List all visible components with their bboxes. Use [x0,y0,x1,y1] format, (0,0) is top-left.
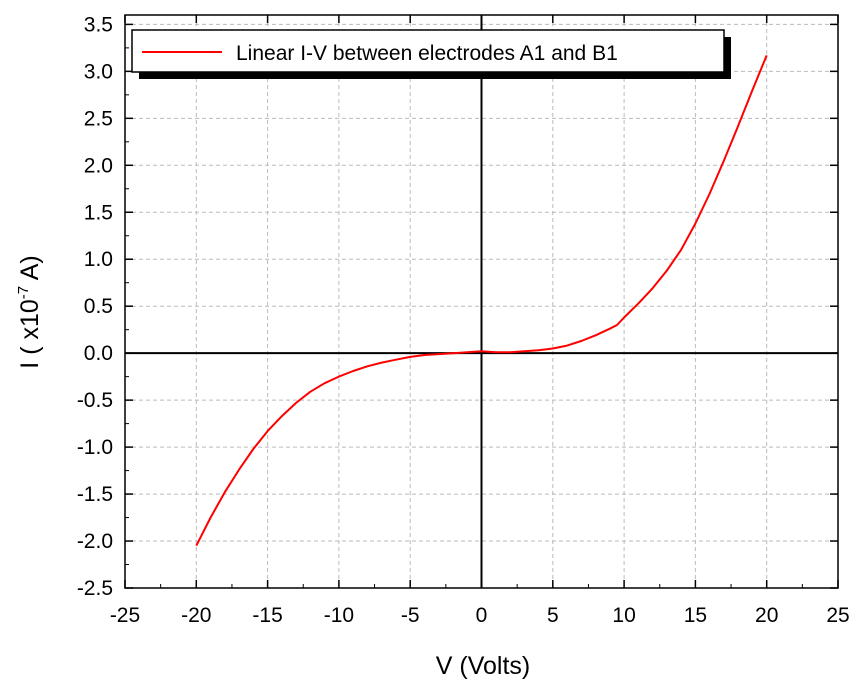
legend-box [131,29,725,73]
y-axis-title-suffix: A) [16,255,44,286]
x-axis-title: V (Volts) [436,652,530,680]
y-axis-title-prefix: I ( x10 [16,299,44,368]
x-tick-labels: -25 -20 -15 -10 -5 0 5 10 15 20 25 [110,604,850,627]
y-tick-labels: -2.5 -2.0 -1.5 -1.0 -0.5 0.0 0.5 1.0 1.5 2.0 2.5 3.… [77,13,113,600]
tick-marks [124,15,839,589]
y-tick-label: 1.5 [84,201,113,224]
x-tick-label: -25 [110,604,140,627]
y-tick-label: 1.0 [84,248,113,271]
y-tick-label: -1.5 [77,483,113,506]
legend-label: Linear I-V between electrodes A1 and B1 [236,42,618,65]
y-tick-label: -2.5 [77,577,113,600]
y-tick-label: 0.0 [84,342,113,365]
x-tick-label: 15 [684,604,707,627]
x-tick-label: -10 [324,604,354,627]
x-tick-label: -20 [181,604,211,627]
x-tick-label: 10 [612,604,635,627]
zero-axis-lines [125,15,838,588]
y-axis-title: I ( x10-7 A) [15,255,44,368]
y-tick-label: -2.0 [77,530,113,553]
series-line [195,55,768,547]
y-tick-label: 2.5 [84,107,113,130]
x-tick-label: 0 [476,604,488,627]
legend: Linear I-V between electrodes A1 and B1 [131,29,731,79]
x-tick-label: -15 [252,604,282,627]
x-tick-label: -5 [401,604,420,627]
y-tick-label: 3.5 [84,13,113,36]
x-tick-label: 5 [547,604,559,627]
x-tick-label: 20 [755,604,778,627]
y-tick-label: 0.5 [84,295,113,318]
y-tick-label: 3.0 [84,60,113,83]
y-tick-label: -1.0 [77,436,113,459]
series-layer [195,55,768,547]
x-tick-label: 25 [826,604,849,627]
y-axis-title-exponent: -7 [15,286,32,299]
y-tick-label: 2.0 [84,154,113,177]
y-tick-label: -0.5 [77,389,113,412]
